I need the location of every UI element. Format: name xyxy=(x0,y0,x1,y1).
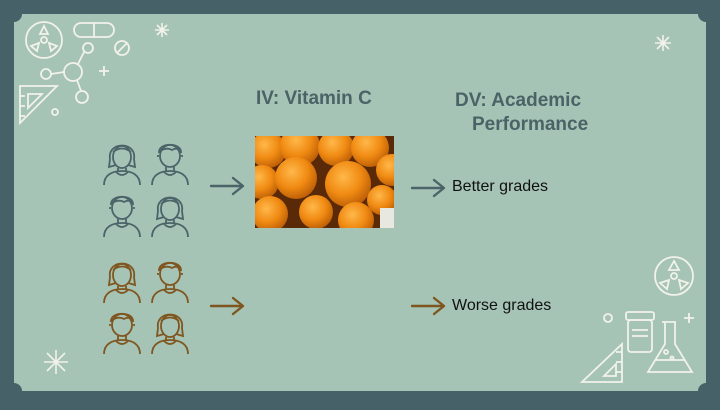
sparkle-icon xyxy=(44,350,68,374)
lab-equipment-icons xyxy=(579,256,694,383)
dv-heading-line1: DV: Academic xyxy=(455,90,582,111)
sparkle-icon xyxy=(655,35,671,51)
iv-heading: IV: Vitamin C xyxy=(256,88,372,109)
result-worse: Worse grades xyxy=(452,297,552,314)
science-molecule-icons xyxy=(19,21,130,126)
result-better: Better grades xyxy=(452,178,549,195)
oranges-photo xyxy=(255,136,394,228)
dv-heading-line2: Performance xyxy=(472,114,589,135)
sparkle-icon xyxy=(155,23,169,37)
